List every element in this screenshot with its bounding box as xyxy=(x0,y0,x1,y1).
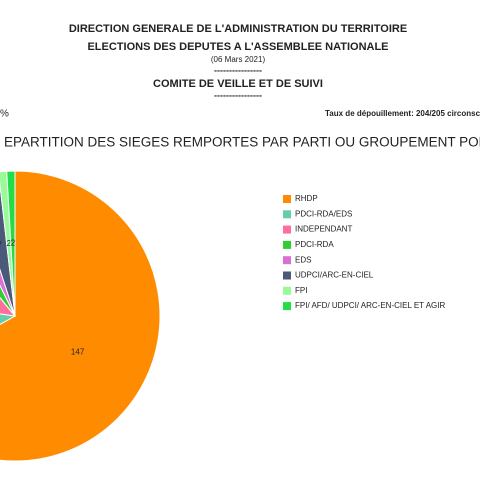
legend-label: PDCI-RDA/EDS xyxy=(295,209,352,218)
counting-rate: Taux de dépouillement: 204/205 circonscr… xyxy=(325,109,480,118)
legend-label: PDCI-RDA xyxy=(295,240,334,249)
header-date: (06 Mars 2021) xyxy=(211,55,266,64)
pie-slice xyxy=(0,170,161,462)
legend-label: RHDP xyxy=(295,194,318,203)
pie-slice xyxy=(6,170,16,317)
header-line: COMITE DE VEILLE ET DE SUIVI xyxy=(153,78,323,90)
legend-swatch xyxy=(283,271,291,280)
slice-label: 7 xyxy=(0,240,2,249)
header-line: ELECTIONS DES DEPUTES A L'ASSEMBLEE NATI… xyxy=(87,41,388,53)
chart-title: EPARTITION DES SIEGES REMPORTES PAR PART… xyxy=(4,135,480,150)
legend-swatch xyxy=(283,240,291,249)
header-line: DIRECTION GENERALE DE L'ADMINISTRATION D… xyxy=(69,23,407,35)
legend-label: EDS xyxy=(295,255,311,264)
pie-slice xyxy=(0,296,17,317)
legend-label: INDEPENDANT xyxy=(295,225,352,234)
legend-swatch xyxy=(283,195,291,203)
legend-label: UDPCI/ARC-EN-CIEL xyxy=(295,271,374,280)
legend-label: FPI xyxy=(295,286,307,295)
legend: RHDP PDCI-RDA/EDS INDEPENDANT PDCI-RDA EDS UD… xyxy=(283,194,445,310)
separator: ---------------- xyxy=(214,65,262,75)
legend-label: FPI/ AFD/ UDPCI/ ARC-EN-CIEL ET AGIR xyxy=(295,301,445,310)
fragment: % xyxy=(0,109,9,120)
slice-label: 2 xyxy=(11,239,16,248)
legend-swatch xyxy=(283,286,291,295)
separator: ---------------- xyxy=(214,90,262,100)
legend-swatch xyxy=(283,210,291,219)
pie-slice xyxy=(0,313,17,326)
pie: 147232685722 xyxy=(0,170,161,462)
legend-swatch xyxy=(283,302,291,311)
legend-swatch xyxy=(283,256,291,265)
slice-label: 147 xyxy=(71,348,85,357)
slice-label: 2 xyxy=(7,239,12,248)
legend-swatch xyxy=(283,225,291,234)
